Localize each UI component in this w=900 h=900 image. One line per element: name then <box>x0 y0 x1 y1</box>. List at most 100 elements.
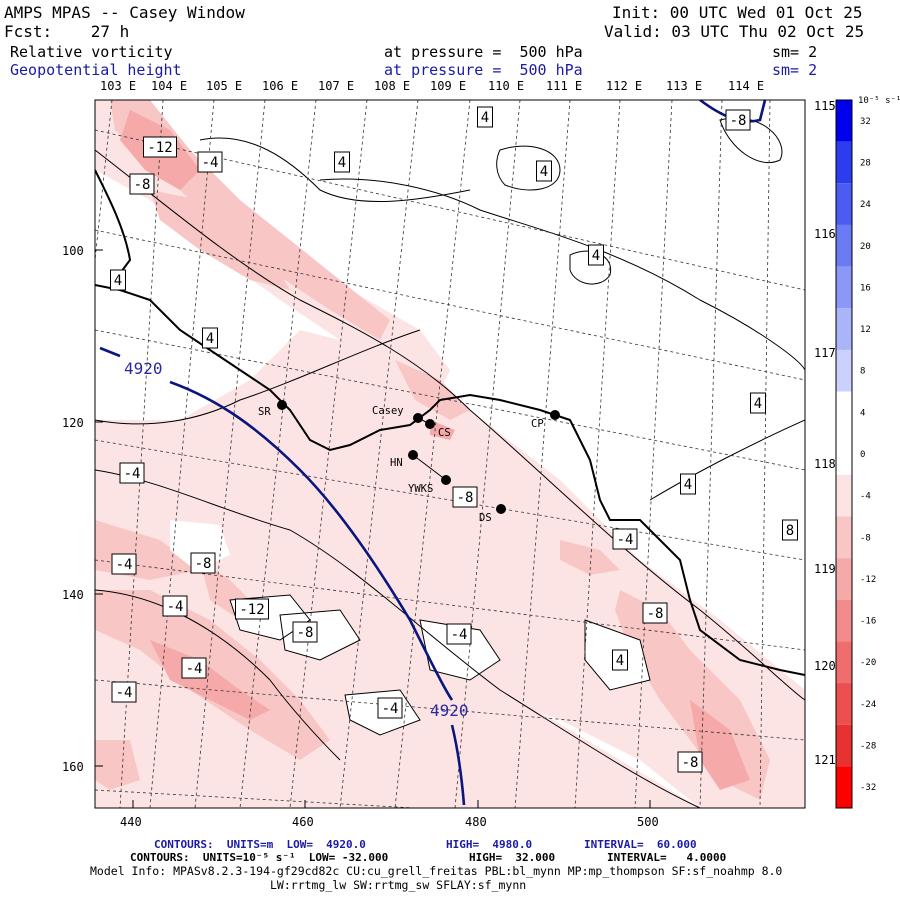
svg-text:-4: -4 <box>167 599 184 615</box>
stations: SR Casey CS HN YWKS DS CP <box>258 400 560 524</box>
footer-vort-interval: INTERVAL= 4.0000 <box>607 851 727 864</box>
lon-label: 108 E <box>374 79 410 93</box>
svg-text:-4: -4 <box>202 155 219 171</box>
vorticity-contour-label: -8 <box>642 602 668 624</box>
station-marker-sr <box>277 400 287 410</box>
vorticity-contour-label: -4 <box>197 151 223 173</box>
colorbar-level-label: -20 <box>860 658 876 668</box>
colorbar-segment <box>836 183 852 225</box>
lon-label: 113 E <box>666 79 702 93</box>
vorticity-contour-label: 4 <box>612 649 628 671</box>
colorbar-segment <box>836 433 852 475</box>
colorbar-segment <box>836 724 852 767</box>
svg-text:4: 4 <box>338 155 346 171</box>
svg-text:-8: -8 <box>297 625 314 641</box>
station-connectors <box>412 417 447 481</box>
height-contour-4920 <box>99 346 466 806</box>
lon-label: 112 E <box>606 79 642 93</box>
colorbar-level-label: -16 <box>860 617 876 627</box>
svg-text:-8: -8 <box>647 606 664 622</box>
field1-name: Relative vorticity <box>10 43 173 61</box>
footer-height-high: HIGH= 4980.0 <box>446 838 533 851</box>
vorticity-contour-label: -8 <box>129 173 155 195</box>
station-label-ds: DS <box>479 512 492 524</box>
svg-text:-4: -4 <box>116 685 133 701</box>
colorbar-level-label: 24 <box>860 200 871 210</box>
field2-level: at pressure = 500 hPa <box>384 61 583 79</box>
x-tick-440: 440 <box>120 815 142 829</box>
colorbar-segment <box>836 641 852 684</box>
svg-text:4: 4 <box>206 331 214 347</box>
colorbar: 32 28 24 20 16 12 8 4 0 -4 -8 -12 -16 -20 -24 -28 -32 <box>835 99 876 809</box>
vorticity-contour-label: 4 <box>680 473 696 495</box>
colorbar-level-label: 16 <box>860 283 871 293</box>
footer-height-interval: INTERVAL= 60.000 <box>584 838 697 851</box>
vorticity-contour-label: -8 <box>292 621 318 643</box>
vorticity-contour-label: 4 <box>202 327 218 349</box>
footer-vort-high: HIGH= 32.000 <box>469 851 556 864</box>
y-tick-100: 100 <box>62 244 84 258</box>
colorbar-level-label: -32 <box>860 783 876 793</box>
colorbar-segment <box>836 558 852 600</box>
vorticity-contour-label: -4 <box>612 528 638 550</box>
colorbar-level-label: -12 <box>860 575 876 585</box>
forecast-hour: Fcst: 27 h <box>4 22 130 41</box>
station-label-hn: HN <box>390 457 403 469</box>
height-label-4920-south: 4920 <box>430 701 469 720</box>
axis-ticks <box>95 249 651 808</box>
vorticity-contour-label: 4 <box>750 392 766 414</box>
vorticity-contour-label: 4 <box>588 244 604 266</box>
vorticity-contour-label: -4 <box>119 462 145 484</box>
footer-model-info: Model Info: MPASv8.2.3-194-gf29cd82c CU:… <box>90 864 783 878</box>
lon-label: 109 E <box>430 79 466 93</box>
svg-text:4: 4 <box>684 477 692 493</box>
svg-text:-4: -4 <box>617 532 634 548</box>
vorticity-contour-label: -4 <box>162 595 188 617</box>
vorticity-contour-label: -4 <box>181 657 207 679</box>
x-tick-480: 480 <box>465 815 487 829</box>
svg-text:4: 4 <box>616 653 624 669</box>
vorticity-contour-label: 4 <box>334 151 350 173</box>
lon-label: 105 E <box>206 79 242 93</box>
init-time: Init: 00 UTC Wed 01 Oct 25 <box>612 3 863 22</box>
vorticity-contour-label: -8 <box>677 751 703 773</box>
station-label-cs: CS <box>438 427 451 439</box>
svg-text:-12: -12 <box>239 602 264 618</box>
y-tick-140: 140 <box>62 588 84 602</box>
colorbar-level-label: 32 <box>860 117 871 127</box>
vorticity-contour-label: -12 <box>235 598 269 620</box>
colorbar-level-label: 8 <box>860 367 865 377</box>
y-tick-160: 160 <box>62 760 84 774</box>
colorbar-level-label: 28 <box>860 158 871 168</box>
svg-text:-4: -4 <box>186 661 203 677</box>
svg-text:4: 4 <box>540 164 548 180</box>
y-tick-120: 120 <box>62 416 84 430</box>
station-marker-ds <box>496 504 506 514</box>
vorticity-contour-label: -8 <box>725 109 751 131</box>
lon-label: 111 E <box>546 79 582 93</box>
lon-label: 107 E <box>318 79 354 93</box>
lon-label: 104 E <box>151 79 187 93</box>
colorbar-level-label: -4 <box>860 492 871 502</box>
station-label-cp: CP <box>531 418 544 430</box>
vorticity-contour-label: 4 <box>536 160 552 182</box>
svg-text:-4: -4 <box>382 701 399 717</box>
svg-text:-8: -8 <box>730 113 747 129</box>
colorbar-level-label: 12 <box>860 325 871 335</box>
field1-level: at pressure = 500 hPa <box>384 43 583 61</box>
lon-label: 114 E <box>728 79 764 93</box>
colorbar-segment <box>836 141 852 184</box>
field2-name: Geopotential height <box>10 61 182 79</box>
footer-physics-info: LW:rrtmg_lw SW:rrtmg_sw SFLAY:sf_mynn <box>270 878 527 892</box>
svg-text:4: 4 <box>754 396 762 412</box>
colorbar-segment <box>836 683 852 725</box>
lon-label: 106 E <box>262 79 298 93</box>
colorbar-segment <box>836 100 852 142</box>
vorticity-contour-label: 8 <box>782 519 798 541</box>
svg-text:-4: -4 <box>451 627 468 643</box>
map-title: AMPS MPAS -- Casey Window <box>4 3 245 22</box>
footer-vort-contours: CONTOURS: UNITS=10⁻⁵ s⁻¹ LOW= -32.000 <box>130 851 389 864</box>
colorbar-unit: 10⁻⁵ s⁻¹ <box>858 96 900 106</box>
lon-label: 103 E <box>100 79 136 93</box>
